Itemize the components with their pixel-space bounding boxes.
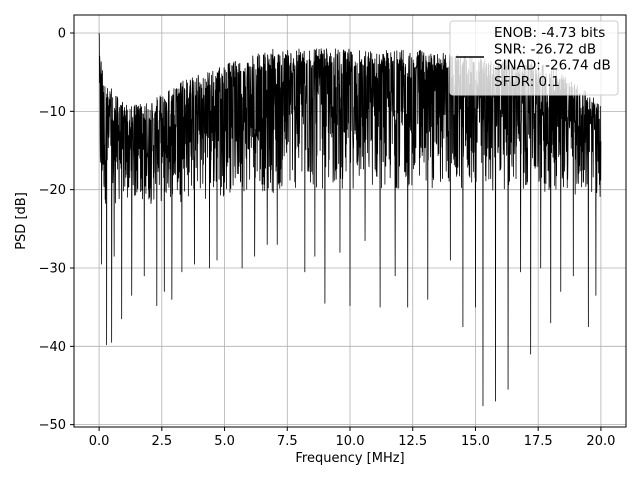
x-axis-label: Frequency [MHz]	[295, 451, 404, 466]
x-tick-label: 10.0	[336, 434, 365, 449]
y-tick-label: −30	[39, 261, 66, 276]
legend-sinad: SINAD: -26.74 dB	[494, 58, 611, 74]
legend-enob: ENOB: -4.73 bits	[494, 25, 605, 41]
legend-snr: SNR: -26.72 dB	[494, 41, 596, 57]
x-tick-label: 12.5	[398, 434, 427, 449]
x-tick-label: 17.5	[524, 434, 553, 449]
y-tick-label: −10	[39, 105, 66, 120]
legend-box	[449, 20, 619, 96]
ticks: 0.0 2.5 5.0 7.5 10.0 12.5 15.0 17.5 20.0 0 −10 −20 −…	[39, 27, 616, 449]
x-tick-label: 5.0	[214, 434, 235, 449]
y-tick-label: 0	[58, 27, 66, 42]
x-tick-label: 7.5	[277, 434, 298, 449]
legend-sfdr: SFDR: 0.1	[494, 74, 560, 90]
x-tick-label: 2.5	[151, 434, 172, 449]
y-tick-label: −20	[39, 183, 66, 198]
y-tick-label: −50	[39, 418, 66, 433]
legend: ENOB: -4.73 bits SNR: -26.72 dB SINAD: -…	[449, 20, 619, 96]
y-axis-label: PSD [dB]	[14, 192, 29, 250]
x-tick-label: 20.0	[586, 434, 615, 449]
x-tick-label: 15.0	[461, 434, 490, 449]
x-tick-label: 0.0	[89, 434, 110, 449]
y-tick-label: −40	[39, 340, 66, 355]
